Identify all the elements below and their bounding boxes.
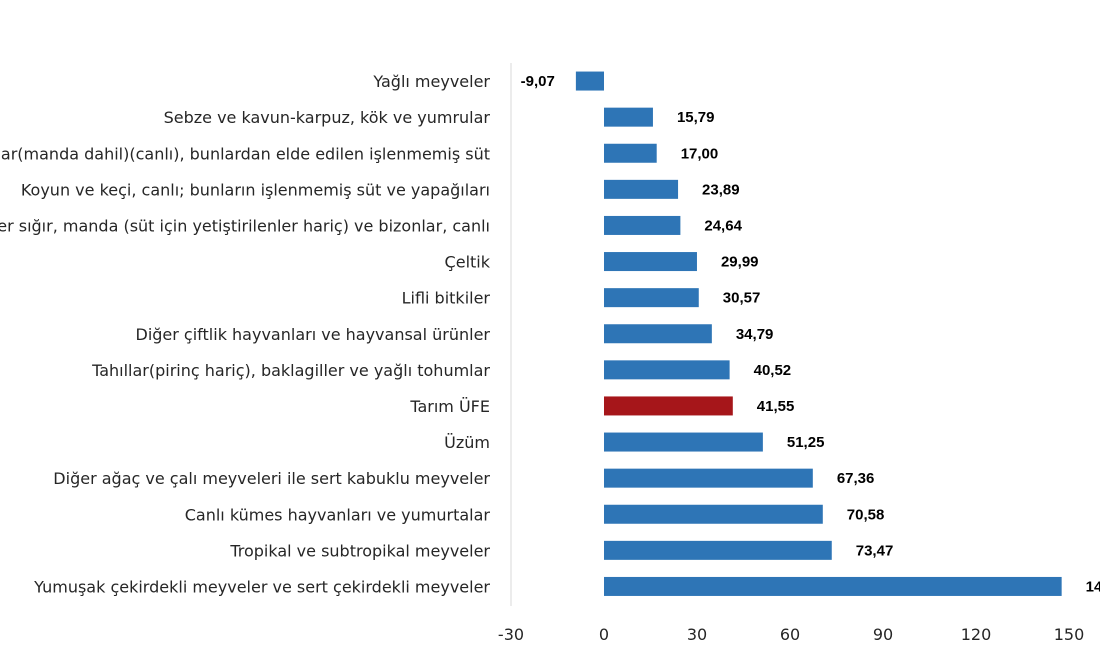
bars xyxy=(575,71,1062,596)
data-label-7: 30,57 xyxy=(723,290,761,307)
category-label-14: Tropikal ve subtropikal meyveler xyxy=(229,541,490,560)
category-label-6: Çeltik xyxy=(445,253,491,272)
x-axis-ticks: -30 0 30 60 90 120 150 xyxy=(498,625,1084,644)
bar-7 xyxy=(604,288,699,308)
data-label-13: 70,58 xyxy=(847,506,885,523)
data-labels: -9,07 15,79 17,00 23,89 24,64 29,99 30,57 34,79… xyxy=(521,73,1100,595)
bar-14 xyxy=(604,540,832,560)
category-label-1: Yağlı meyveler xyxy=(372,72,490,91)
bar-8 xyxy=(604,324,712,344)
category-label-4: Koyun ve keçi, canlı; bunların işlenmemi… xyxy=(21,180,490,199)
category-label-10: Tarım ÜFE xyxy=(409,397,490,416)
category-label-3: Sığırlar(manda dahil)(canlı), bunlardan … xyxy=(0,144,490,163)
data-label-1: -9,07 xyxy=(521,73,555,90)
bar-4 xyxy=(604,179,679,199)
category-labels: Yağlı meyveler Sebze ve kavun-karpuz, kök… xyxy=(0,72,491,596)
x-tick-label-3: 30 xyxy=(687,625,707,644)
bar-6 xyxy=(604,252,697,272)
category-label-9: Tahıllar(pirinç hariç), baklagiller ve y… xyxy=(91,361,490,380)
data-label-12: 67,36 xyxy=(837,470,875,487)
bar-12 xyxy=(604,468,813,488)
data-label-11: 51,25 xyxy=(787,434,825,451)
data-label-14: 73,47 xyxy=(856,542,894,559)
bar-2 xyxy=(604,107,653,127)
x-tick-label-7: 150 xyxy=(1054,625,1085,644)
data-label-3: 17,00 xyxy=(681,145,719,162)
data-label-6: 29,99 xyxy=(721,254,759,271)
bar-15 xyxy=(604,576,1062,596)
bar-10 xyxy=(604,396,733,416)
x-tick-label-4: 60 xyxy=(780,625,800,644)
x-tick-label-2: 0 xyxy=(599,625,609,644)
data-label-10: 41,55 xyxy=(757,398,795,415)
data-label-9: 40,52 xyxy=(754,362,792,379)
bar-3 xyxy=(604,143,657,163)
x-tick-label-6: 120 xyxy=(961,625,992,644)
data-label-15: 147,63 xyxy=(1086,578,1100,595)
data-label-2: 15,79 xyxy=(677,109,715,126)
category-label-8: Diğer çiftlik hayvanları ve hayvansal ür… xyxy=(136,325,491,344)
category-label-2: Sebze ve kavun-karpuz, kök ve yumrular xyxy=(164,108,491,127)
category-label-15: Yumuşak çekirdekli meyveler ve sert çeki… xyxy=(33,577,490,596)
x-tick-label-1: -30 xyxy=(498,625,524,644)
bar-11 xyxy=(604,432,763,452)
bar-5 xyxy=(604,215,681,235)
data-label-4: 23,89 xyxy=(702,181,740,198)
category-label-5: Diğer sığır, manda (süt için yetiştirile… xyxy=(0,216,490,235)
category-label-7: Lifli bitkiler xyxy=(402,289,491,308)
data-label-5: 24,64 xyxy=(704,217,742,234)
category-label-11: Üzüm xyxy=(444,433,490,452)
x-tick-label-5: 90 xyxy=(873,625,893,644)
bar-13 xyxy=(604,504,823,524)
category-label-12: Diğer ağaç ve çalı meyveleri ile sert ka… xyxy=(53,469,490,488)
bar-1 xyxy=(575,71,604,91)
data-label-8: 34,79 xyxy=(736,326,774,343)
bar-9 xyxy=(604,360,730,380)
category-label-13: Canlı kümes hayvanları ve yumurtalar xyxy=(185,505,491,524)
